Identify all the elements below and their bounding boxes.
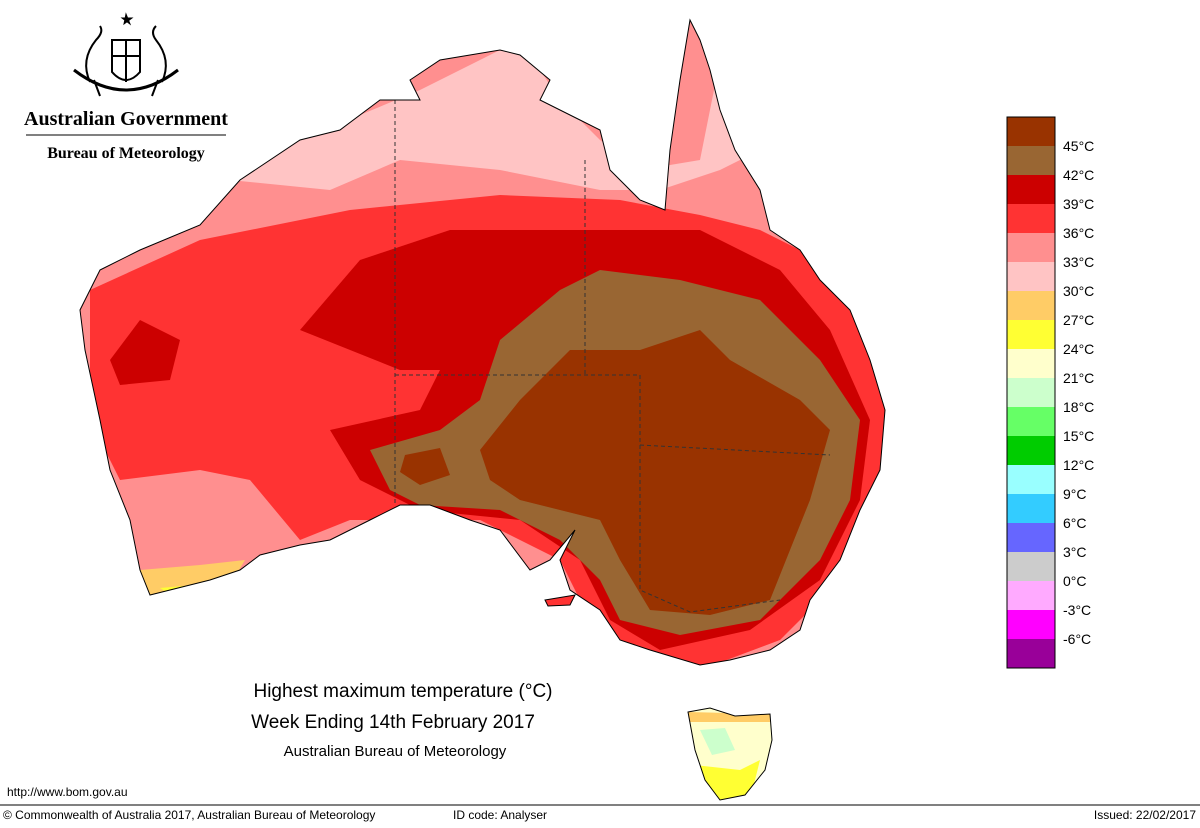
legend-label: 6°C <box>1063 515 1087 531</box>
legend-swatch <box>1007 204 1055 233</box>
region-27-30 <box>688 712 772 722</box>
legend-label: 42°C <box>1063 167 1094 183</box>
footer-id-code: ID code: Analyser <box>453 808 547 822</box>
region-above-45 <box>400 448 450 485</box>
tasmania <box>688 708 772 800</box>
legend-swatch <box>1007 175 1055 204</box>
map-title: Highest maximum temperature (°C) <box>253 681 552 702</box>
agency-name: Bureau of Meteorology <box>47 145 205 162</box>
legend-label: 27°C <box>1063 312 1094 328</box>
legend-frame <box>1006 116 1056 669</box>
legend-swatch <box>1007 349 1055 378</box>
legend-swatch <box>1007 494 1055 523</box>
legend-label: 3°C <box>1063 544 1087 560</box>
legend-label: -6°C <box>1063 631 1091 647</box>
footer-copyright: © Commonwealth of Australia 2017, Austra… <box>3 808 375 822</box>
legend-swatch <box>1007 262 1055 291</box>
footer-url: http://www.bom.gov.au <box>7 785 128 799</box>
region-39-42 <box>110 320 180 385</box>
legend-label: 21°C <box>1063 370 1094 386</box>
legend-swatch <box>1007 407 1055 436</box>
coat-of-arms <box>73 12 179 97</box>
coastline <box>79 18 886 666</box>
legend-label: 30°C <box>1063 283 1094 299</box>
legend-swatch <box>1007 117 1055 146</box>
legend-swatch <box>1007 320 1055 349</box>
legend-swatch <box>1007 552 1055 581</box>
legend-swatch <box>1007 436 1055 465</box>
state-borders <box>394 100 831 613</box>
footer-issued: Issued: 22/02/2017 <box>1094 808 1196 822</box>
legend-label: 36°C <box>1063 225 1094 241</box>
legend-swatch <box>1007 610 1055 639</box>
legend-swatch <box>1007 291 1055 320</box>
legend-swatch <box>1007 233 1055 262</box>
region-30-33 <box>230 40 760 190</box>
legend-label: 33°C <box>1063 254 1094 270</box>
legend-label: -3°C <box>1063 602 1091 618</box>
region-above-45 <box>480 330 830 615</box>
kangaroo-island <box>544 594 576 607</box>
legend-label: 18°C <box>1063 399 1094 415</box>
legend-swatch <box>1007 523 1055 552</box>
legend-label: 24°C <box>1063 341 1094 357</box>
legend-swatch <box>1007 581 1055 610</box>
map-source: Australian Bureau of Meteorology <box>284 743 507 760</box>
legend-label: 45°C <box>1063 138 1094 154</box>
legend-label: 0°C <box>1063 573 1087 589</box>
legend-swatch <box>1007 146 1055 175</box>
tasmania-coast <box>687 707 773 801</box>
legend-label: 15°C <box>1063 428 1094 444</box>
legend-label: 12°C <box>1063 457 1094 473</box>
region-18-21 <box>700 728 735 755</box>
legend-swatch <box>1007 465 1055 494</box>
legend-swatch <box>1007 639 1055 668</box>
legend-swatch <box>1007 378 1055 407</box>
legend-label: 39°C <box>1063 196 1094 212</box>
mainland <box>80 20 885 665</box>
government-name: Australian Government <box>24 108 228 130</box>
legend-label: 9°C <box>1063 486 1087 502</box>
legend: 45°C 42°C 39°C 36°C 33°C 30°C 27°C 24°C 21°C 18°C… <box>1006 116 1094 669</box>
map-subtitle: Week Ending 14th February 2017 <box>251 712 535 733</box>
